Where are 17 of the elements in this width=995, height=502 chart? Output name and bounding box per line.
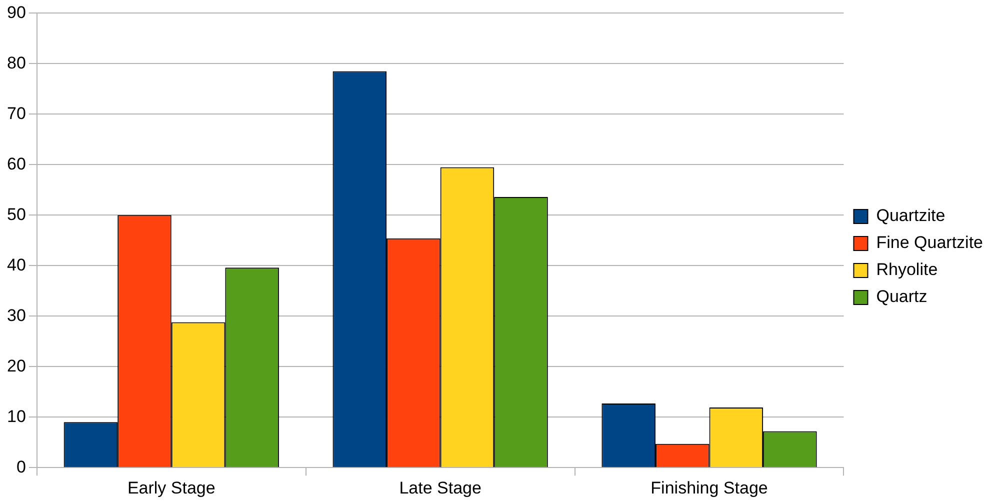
- y-tick-label: 50: [6, 204, 26, 224]
- y-tick-label: 60: [6, 154, 26, 174]
- legend-label: Rhyolite: [876, 260, 938, 280]
- legend-label: Fine Quartzite: [876, 233, 983, 252]
- legend-label: Quartz: [876, 287, 928, 306]
- y-tick-label: 0: [16, 457, 26, 476]
- y-tick-label: 40: [6, 255, 26, 274]
- y-tick-label: 10: [6, 406, 26, 426]
- x-tick-label: Late Stage: [399, 478, 482, 498]
- x-tick-label: Finishing Stage: [650, 478, 768, 498]
- y-tick-label: 30: [6, 306, 26, 325]
- y-tick-label: 90: [6, 2, 26, 22]
- y-tick-label: 20: [6, 356, 26, 376]
- y-tick-label: 70: [6, 104, 26, 123]
- y-tick-label: 80: [6, 53, 26, 72]
- x-tick-label: Early Stage: [127, 478, 216, 498]
- legend-label: Quartzite: [876, 206, 946, 226]
